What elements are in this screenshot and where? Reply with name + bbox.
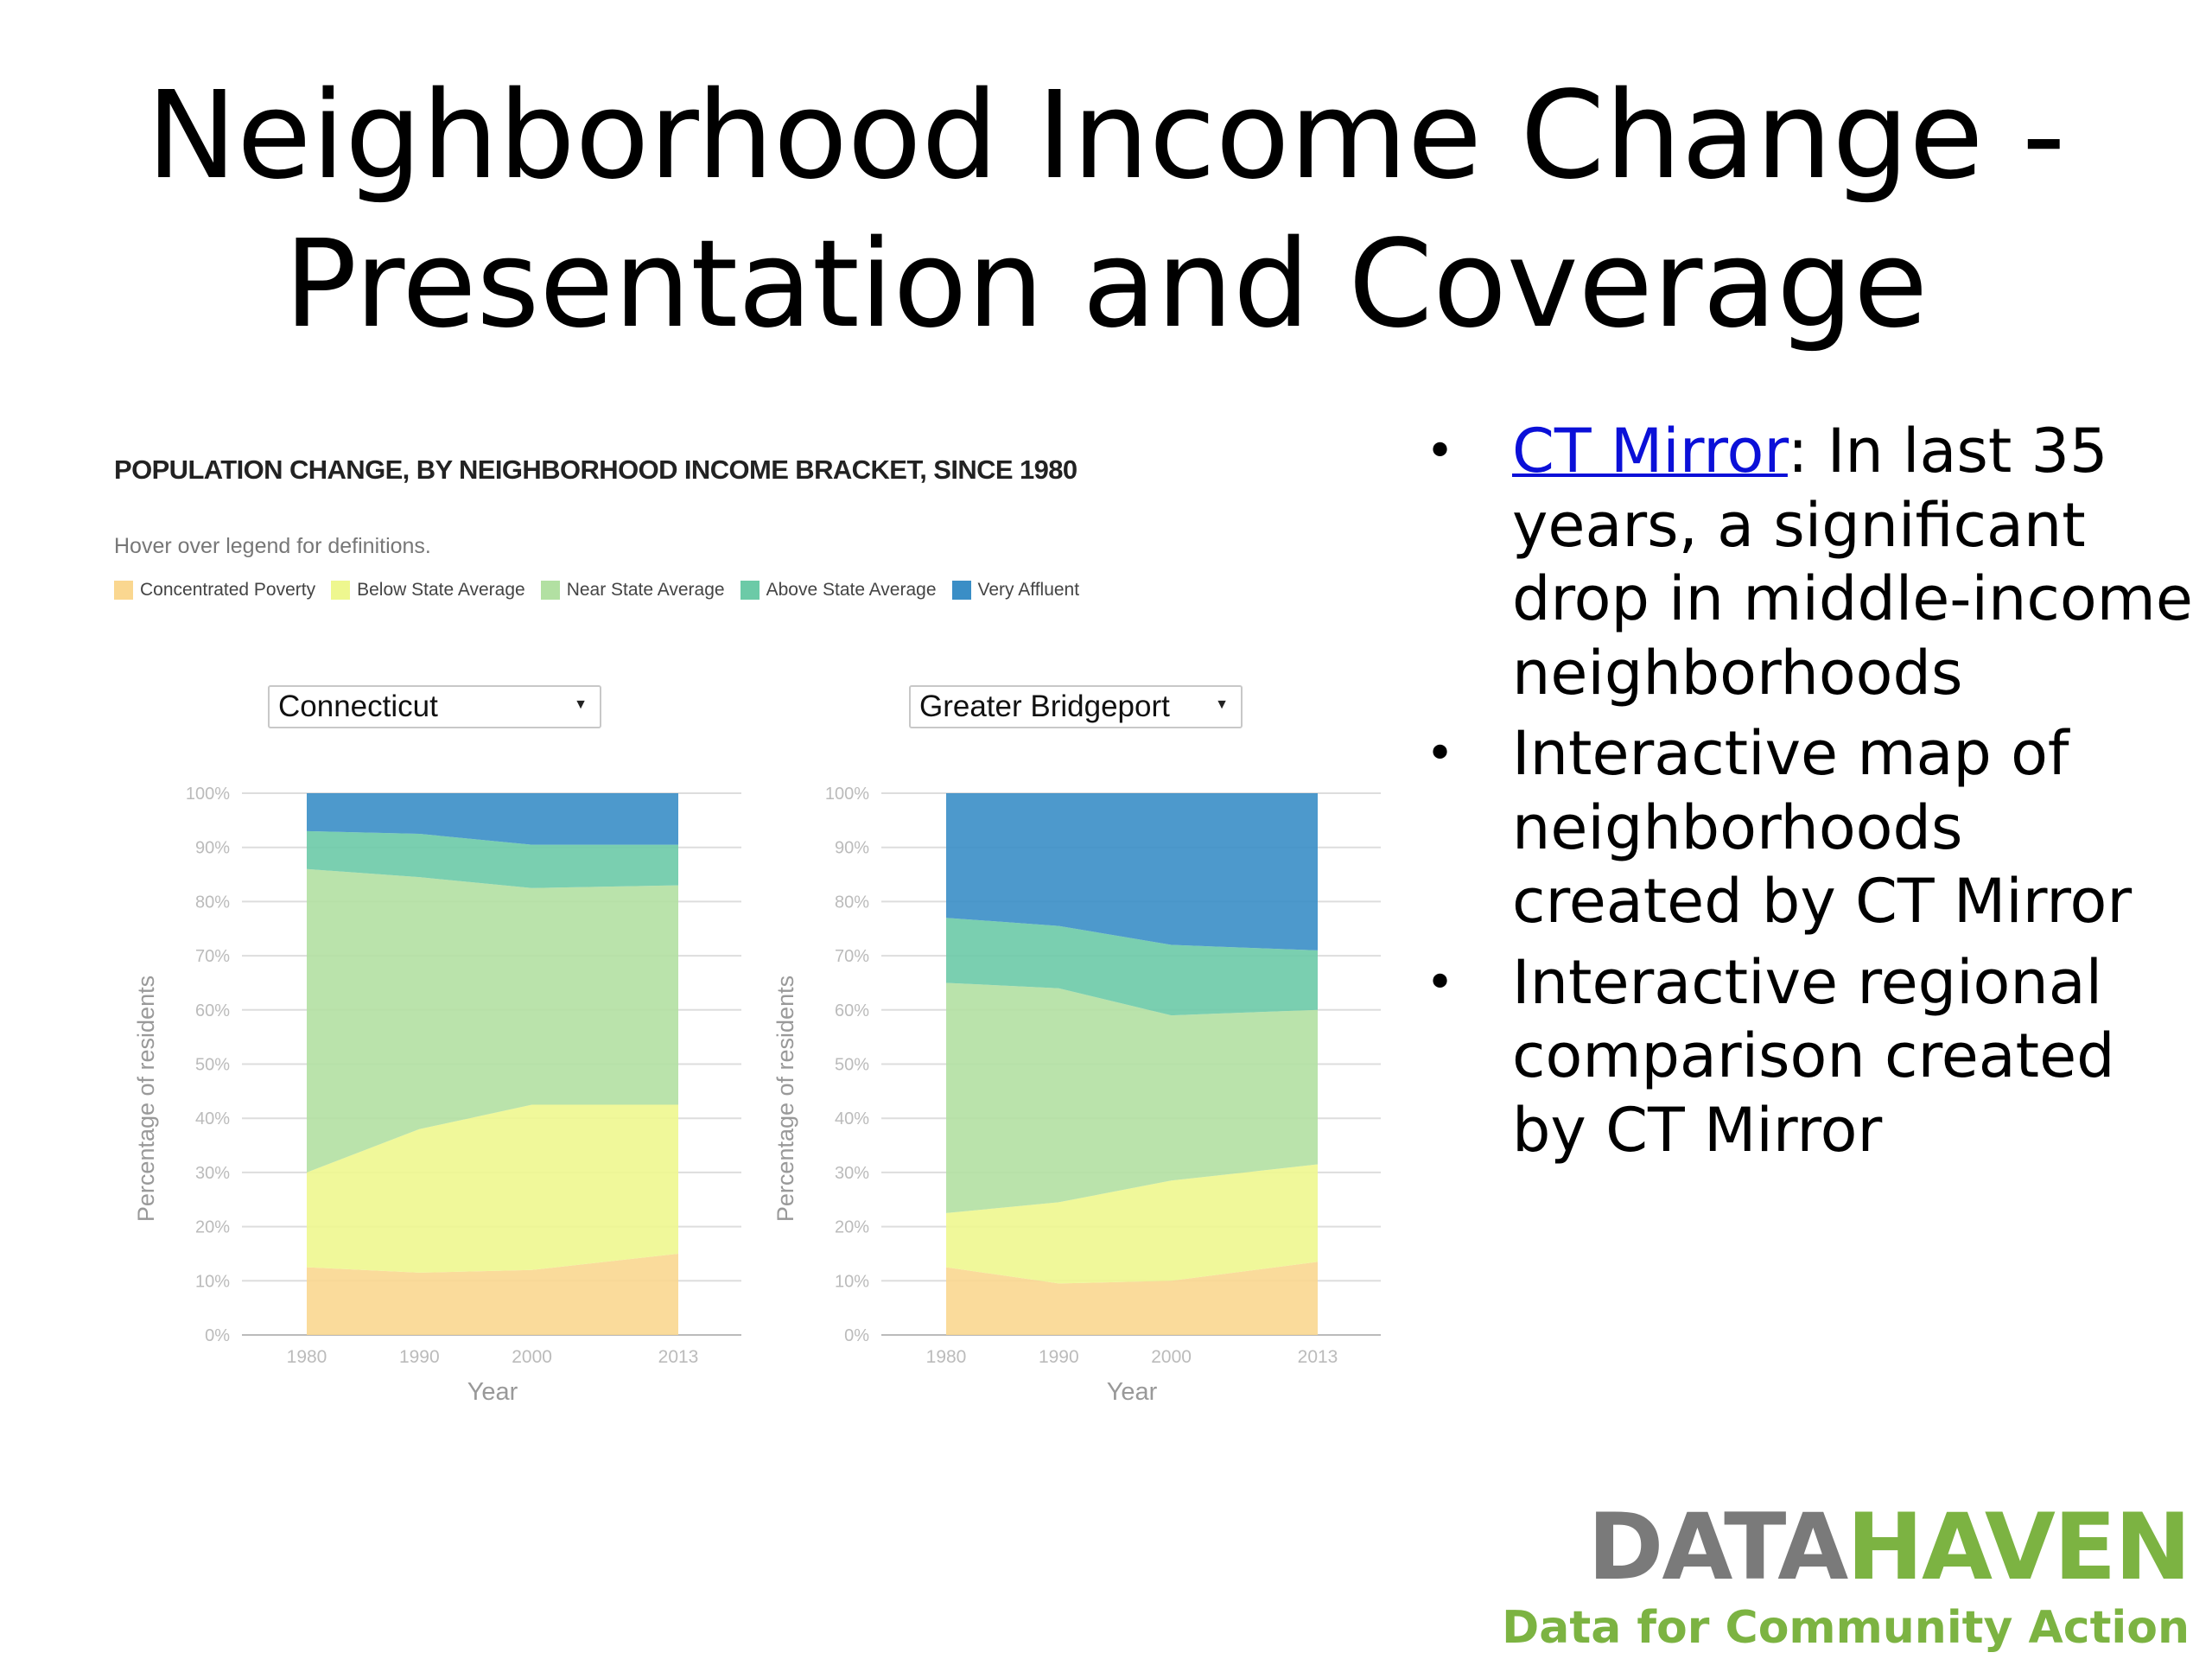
x-tick-label: 2013	[1298, 1347, 1338, 1367]
logo-haven: HAVEN	[1847, 1494, 2191, 1600]
y-tick-label: 70%	[195, 947, 230, 966]
y-tick-label: 60%	[835, 1001, 869, 1020]
legend-swatch	[540, 581, 560, 600]
y-axis-title: Percentage of residents	[772, 976, 798, 1222]
ct-mirror-link[interactable]: CT Mirror	[1512, 416, 1788, 486]
legend-swatch	[331, 581, 351, 600]
x-axis-title: Year	[1107, 1378, 1158, 1406]
legend-label: Below State Average	[357, 580, 525, 600]
dropdown-arrow-icon: ▼	[574, 697, 588, 712]
x-tick-label: 2000	[1151, 1347, 1192, 1367]
legend-swatch	[114, 581, 133, 600]
area-near-state-average[interactable]	[307, 868, 678, 1173]
y-tick-label: 50%	[195, 1056, 230, 1075]
slide-title: Neighborhood Income Change - Presentatio…	[0, 62, 2212, 359]
y-tick-label: 20%	[835, 1218, 869, 1237]
legend-label: Near State Average	[566, 580, 725, 600]
legend-item-very-affluent[interactable]: Very Affluent	[951, 580, 1080, 601]
x-axis-title: Year	[467, 1378, 518, 1406]
slide-title-line-1: Neighborhood Income Change -	[146, 66, 2066, 207]
x-tick-label: 1980	[926, 1347, 967, 1367]
area-above-state-average[interactable]	[946, 918, 1318, 1016]
area-very-affluent[interactable]	[307, 793, 678, 845]
y-tick-label: 40%	[835, 1109, 869, 1128]
dropdown-arrow-icon: ▼	[1215, 697, 1229, 712]
region-select-left[interactable]: Connecticut ▼	[268, 685, 601, 728]
area-above-state-average[interactable]	[307, 830, 678, 888]
legend-label: Very Affluent	[977, 580, 1080, 600]
legend-swatch	[740, 581, 760, 600]
y-tick-label: 90%	[835, 839, 869, 858]
legend-item-below-state-average[interactable]: Below State Average	[331, 580, 525, 601]
datahaven-logo: DATAHAVEN	[1587, 1502, 2191, 1593]
slide-title-line-2: Presentation and Coverage	[283, 214, 1929, 355]
legend-label: Above State Average	[766, 580, 937, 600]
y-tick-label: 100%	[186, 785, 230, 804]
region-select-value: Connecticut	[278, 690, 438, 723]
y-tick-label: 30%	[195, 1164, 230, 1183]
chart-0: 0% 10% 20% 30% 40% 50% 60% 70% 80% 90% 100% 1980 199…	[133, 785, 741, 1406]
legend-item-concentrated-poverty[interactable]: Concentrated Poverty	[114, 580, 315, 601]
legend-item-above-state-average[interactable]: Above State Average	[740, 580, 937, 601]
y-tick-label: 80%	[195, 893, 230, 912]
y-tick-label: 60%	[195, 1001, 230, 1020]
bullet-text: Interactive regional comparison created …	[1512, 946, 2115, 1166]
region-select-value: Greater Bridgeport	[919, 690, 1170, 723]
x-tick-label: 1990	[399, 1347, 440, 1367]
area-below-state-average[interactable]	[307, 1104, 678, 1273]
y-tick-label: 20%	[195, 1218, 230, 1237]
x-tick-label: 2013	[658, 1347, 699, 1367]
legend-swatch	[951, 581, 971, 600]
chart-heading: POPULATION CHANGE, BY NEIGHBORHOOD INCOM…	[114, 454, 1077, 485]
y-tick-label: 90%	[195, 839, 230, 858]
y-tick-label: 30%	[835, 1164, 869, 1183]
logo-tagline: Data for Community Action	[1502, 1602, 2190, 1654]
bullet-list: CT Mirror: In last 35 years, a significa…	[1426, 415, 2203, 1174]
logo-data: DATA	[1587, 1494, 1848, 1600]
chart-legend: Concentrated Poverty Below State Average…	[114, 577, 1095, 603]
region-select-right[interactable]: Greater Bridgeport ▼	[909, 685, 1243, 728]
bullet-item: Interactive regional comparison created …	[1426, 946, 2203, 1168]
bullet-item: Interactive map of neighborhoods created…	[1426, 717, 2203, 939]
chart-1: 0% 10% 20% 30% 40% 50% 60% 70% 80% 90% 100% 1980 199…	[772, 785, 1381, 1406]
hover-note: Hover over legend for definitions.	[114, 534, 431, 558]
x-tick-label: 2000	[512, 1347, 552, 1367]
y-tick-label: 10%	[835, 1272, 869, 1291]
legend-label: Concentrated Poverty	[140, 580, 316, 600]
area-concentrated-poverty[interactable]	[307, 1253, 678, 1335]
y-tick-label: 40%	[195, 1109, 230, 1128]
y-tick-label: 80%	[835, 893, 869, 912]
y-tick-label: 50%	[835, 1056, 869, 1075]
x-tick-label: 1990	[1039, 1347, 1079, 1367]
bullet-item: CT Mirror: In last 35 years, a significa…	[1426, 415, 2203, 710]
y-tick-label: 100%	[825, 785, 869, 804]
x-tick-label: 1980	[287, 1347, 327, 1367]
y-tick-label: 70%	[835, 947, 869, 966]
y-tick-label: 0%	[205, 1326, 230, 1345]
bullet-text: Interactive map of neighborhoods created…	[1512, 718, 2133, 937]
y-tick-label: 0%	[844, 1326, 869, 1345]
area-below-state-average[interactable]	[946, 1164, 1318, 1284]
y-axis-title: Percentage of residents	[133, 976, 159, 1222]
y-tick-label: 10%	[195, 1272, 230, 1291]
area-very-affluent[interactable]	[946, 793, 1318, 950]
bullet-text: : In last 35 years, a significant drop i…	[1512, 416, 2193, 709]
area-near-state-average[interactable]	[946, 982, 1318, 1213]
area-concentrated-poverty[interactable]	[946, 1262, 1318, 1335]
legend-item-near-state-average[interactable]: Near State Average	[540, 580, 725, 601]
